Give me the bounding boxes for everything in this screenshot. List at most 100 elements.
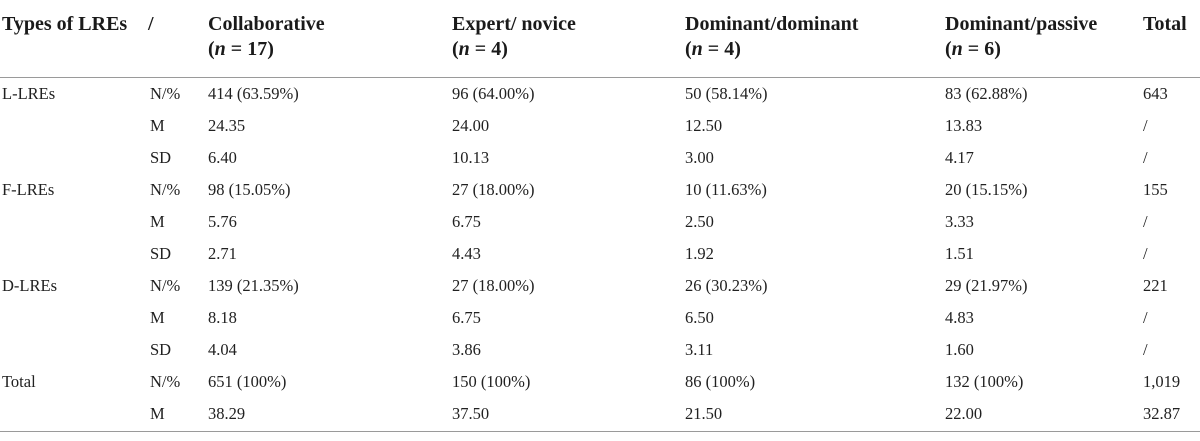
cell-expert-novice: 24.00: [452, 115, 490, 135]
column-header-label: Expert/ novice: [452, 13, 576, 35]
cell-dominant-dominant: 6.50: [685, 308, 714, 328]
cell-dominant-dominant: 10 (11.63%): [685, 179, 767, 199]
row-label: D-LREs: [2, 276, 57, 296]
table-row-f-lres-m: M 5.76 6.75 2.50 3.33 /: [0, 206, 1200, 238]
cell-collaborative: 6.40: [208, 147, 237, 167]
column-header-dominant-dominant: Dominant/dominant (n = 4): [685, 0, 945, 78]
row-stat: M: [150, 308, 165, 328]
cell-dominant-passive: 4.17: [945, 147, 974, 167]
row-stat: M: [148, 398, 208, 432]
cell-dominant-dominant: 50 (58.14%): [685, 83, 768, 103]
cell-total: /: [1143, 147, 1148, 167]
paren-open: (: [208, 38, 215, 60]
cell-total: /: [1143, 115, 1148, 135]
column-header-n-count: (n = 4): [452, 37, 685, 62]
cell-total: /: [1143, 211, 1148, 231]
row-stat: N/%: [150, 276, 181, 296]
row-label: F-LREs: [2, 179, 55, 199]
cell-total: 155: [1143, 179, 1168, 199]
table-body: L-LREs N/% 414 (63.59%) 96 (64.00%) 50 (…: [0, 77, 1200, 432]
cell-collaborative: 8.18: [208, 308, 237, 328]
column-header-label: Dominant/dominant: [685, 13, 859, 35]
row-label: [0, 206, 148, 238]
row-stat: SD: [150, 147, 172, 167]
cell-dominant-passive: 20 (15.15%): [945, 179, 1028, 199]
column-header-total: Total: [1143, 0, 1200, 78]
table-row-d-lres-m: M 8.18 6.75 6.50 4.83 /: [0, 302, 1200, 334]
cell-dominant-dominant: 2.50: [685, 211, 714, 231]
cell-collaborative: 2.71: [208, 244, 237, 264]
italic-n: n: [458, 38, 470, 60]
cell-total: 1,019: [1143, 372, 1181, 392]
cell-total: 643: [1143, 83, 1168, 103]
cell-dominant-passive: 4.83: [945, 308, 974, 328]
cell-total: 32.87: [1143, 398, 1200, 432]
cell-dominant-dominant: 12.50: [685, 115, 723, 135]
row-label: [0, 398, 148, 432]
cell-dominant-passive: 1.51: [945, 244, 974, 264]
cell-expert-novice: 6.75: [452, 308, 481, 328]
cell-total: 221: [1143, 276, 1168, 296]
cell-dominant-dominant: 3.00: [685, 147, 714, 167]
row-stat: N/%: [150, 372, 181, 392]
row-label: [0, 110, 148, 142]
column-header-label: Dominant/passive: [945, 13, 1098, 35]
column-header-stat-slash: /: [148, 0, 208, 78]
cell-total: /: [1143, 244, 1148, 264]
column-header-n-count: (n = 4): [685, 37, 945, 62]
cell-total: /: [1143, 308, 1148, 328]
table-row-total-n: Total N/% 651 (100%) 150 (100%) 86 (100%…: [0, 366, 1200, 398]
cell-expert-novice: 6.75: [452, 211, 481, 231]
n-value: = 17): [225, 38, 274, 60]
cell-expert-novice: 4.43: [452, 244, 481, 264]
cell-expert-novice: 27 (18.00%): [452, 276, 535, 296]
cell-dominant-passive: 132 (100%): [945, 372, 1024, 392]
row-label: [0, 302, 148, 334]
column-header-types-of-lres: Types of LREs: [0, 0, 148, 78]
table-row-d-lres-n: D-LREs N/% 139 (21.35%) 27 (18.00%) 26 (…: [0, 270, 1200, 302]
italic-n: n: [214, 38, 226, 60]
cell-dominant-passive: 13.83: [945, 115, 983, 135]
paren-open: (: [452, 38, 459, 60]
row-stat: SD: [150, 340, 172, 360]
cell-collaborative: 24.35: [208, 115, 246, 135]
italic-n: n: [691, 38, 703, 60]
row-stat: N/%: [150, 83, 181, 103]
row-label: L-LREs: [2, 83, 56, 103]
cell-expert-novice: 27 (18.00%): [452, 179, 535, 199]
italic-n: n: [951, 38, 963, 60]
n-value: = 4): [469, 38, 508, 60]
row-stat: M: [150, 115, 165, 135]
cell-collaborative: 414 (63.59%): [208, 83, 299, 103]
row-stat: M: [150, 211, 165, 231]
cell-dominant-dominant: 1.92: [685, 244, 714, 264]
table-row-l-lres-m: M 24.35 24.00 12.50 13.83 /: [0, 110, 1200, 142]
row-label: [0, 334, 148, 366]
header-row: Types of LREs / Collaborative (n = 17) E…: [0, 0, 1200, 78]
row-stat: N/%: [150, 179, 181, 199]
column-header-n-count: (n = 6): [945, 37, 1143, 62]
column-header-collaborative: Collaborative (n = 17): [208, 0, 452, 78]
cell-dominant-passive: 83 (62.88%): [945, 83, 1028, 103]
cell-collaborative: 98 (15.05%): [208, 179, 291, 199]
table-row-f-lres-sd: SD 2.71 4.43 1.92 1.51 /: [0, 238, 1200, 270]
cell-collaborative: 651 (100%): [208, 372, 287, 392]
n-value: = 4): [702, 38, 741, 60]
paren-open: (: [685, 38, 692, 60]
cell-dominant-passive: 1.60: [945, 340, 974, 360]
cell-expert-novice: 3.86: [452, 340, 481, 360]
row-stat: SD: [150, 244, 172, 264]
cell-expert-novice: 10.13: [452, 147, 490, 167]
table-row-l-lres-n: L-LREs N/% 414 (63.59%) 96 (64.00%) 50 (…: [0, 77, 1200, 110]
table-row-total-m: M 38.29 37.50 21.50 22.00 32.87: [0, 398, 1200, 432]
cell-collaborative: 4.04: [208, 340, 237, 360]
cell-total: /: [1143, 340, 1148, 360]
cell-dominant-passive: 22.00: [945, 398, 1143, 432]
table-row-l-lres-sd: SD 6.40 10.13 3.00 4.17 /: [0, 142, 1200, 174]
table-row-d-lres-sd: SD 4.04 3.86 3.11 1.60 /: [0, 334, 1200, 366]
row-label: Total: [2, 372, 36, 392]
table-header: Types of LREs / Collaborative (n = 17) E…: [0, 0, 1200, 78]
lre-statistics-table: Types of LREs / Collaborative (n = 17) E…: [0, 0, 1200, 432]
row-label: [0, 142, 148, 174]
